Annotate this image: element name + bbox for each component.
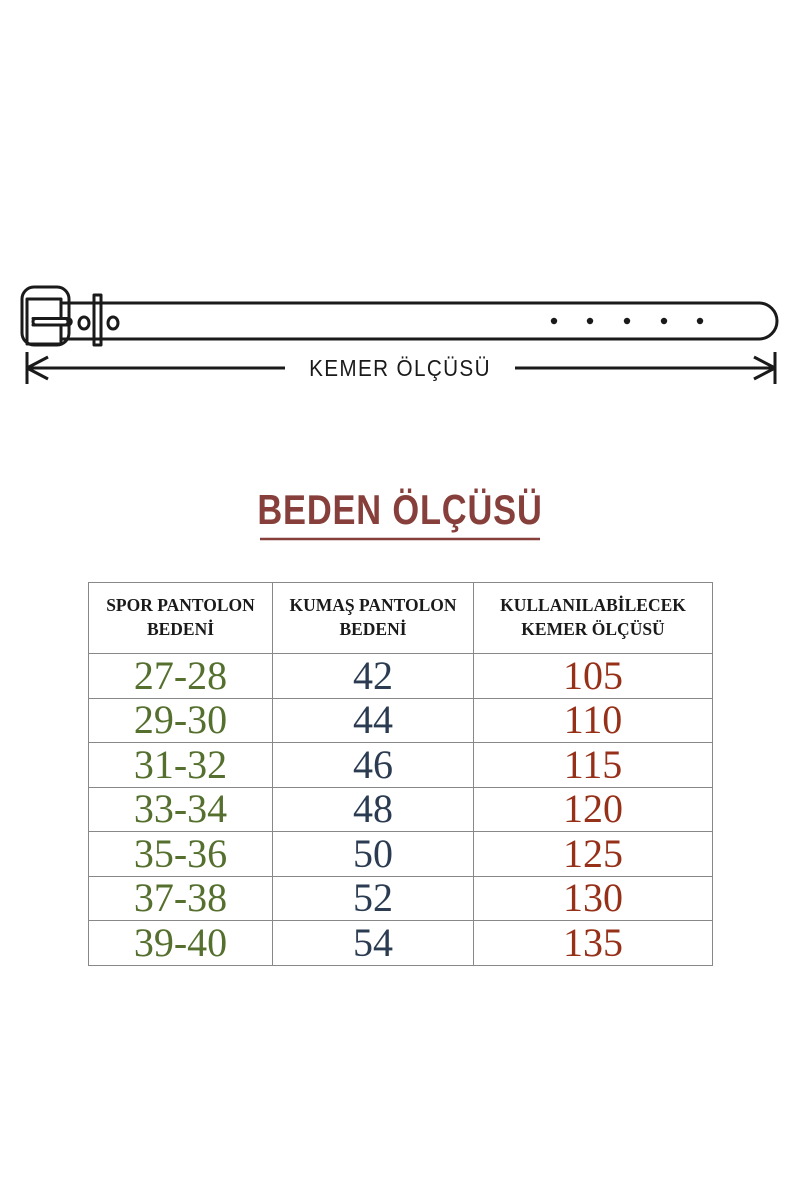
svg-text:BEDEN ÖLÇÜSÜ: BEDEN ÖLÇÜSÜ <box>257 487 542 534</box>
svg-text:KEMER ÖLÇÜSÜ: KEMER ÖLÇÜSÜ <box>309 355 491 381</box>
